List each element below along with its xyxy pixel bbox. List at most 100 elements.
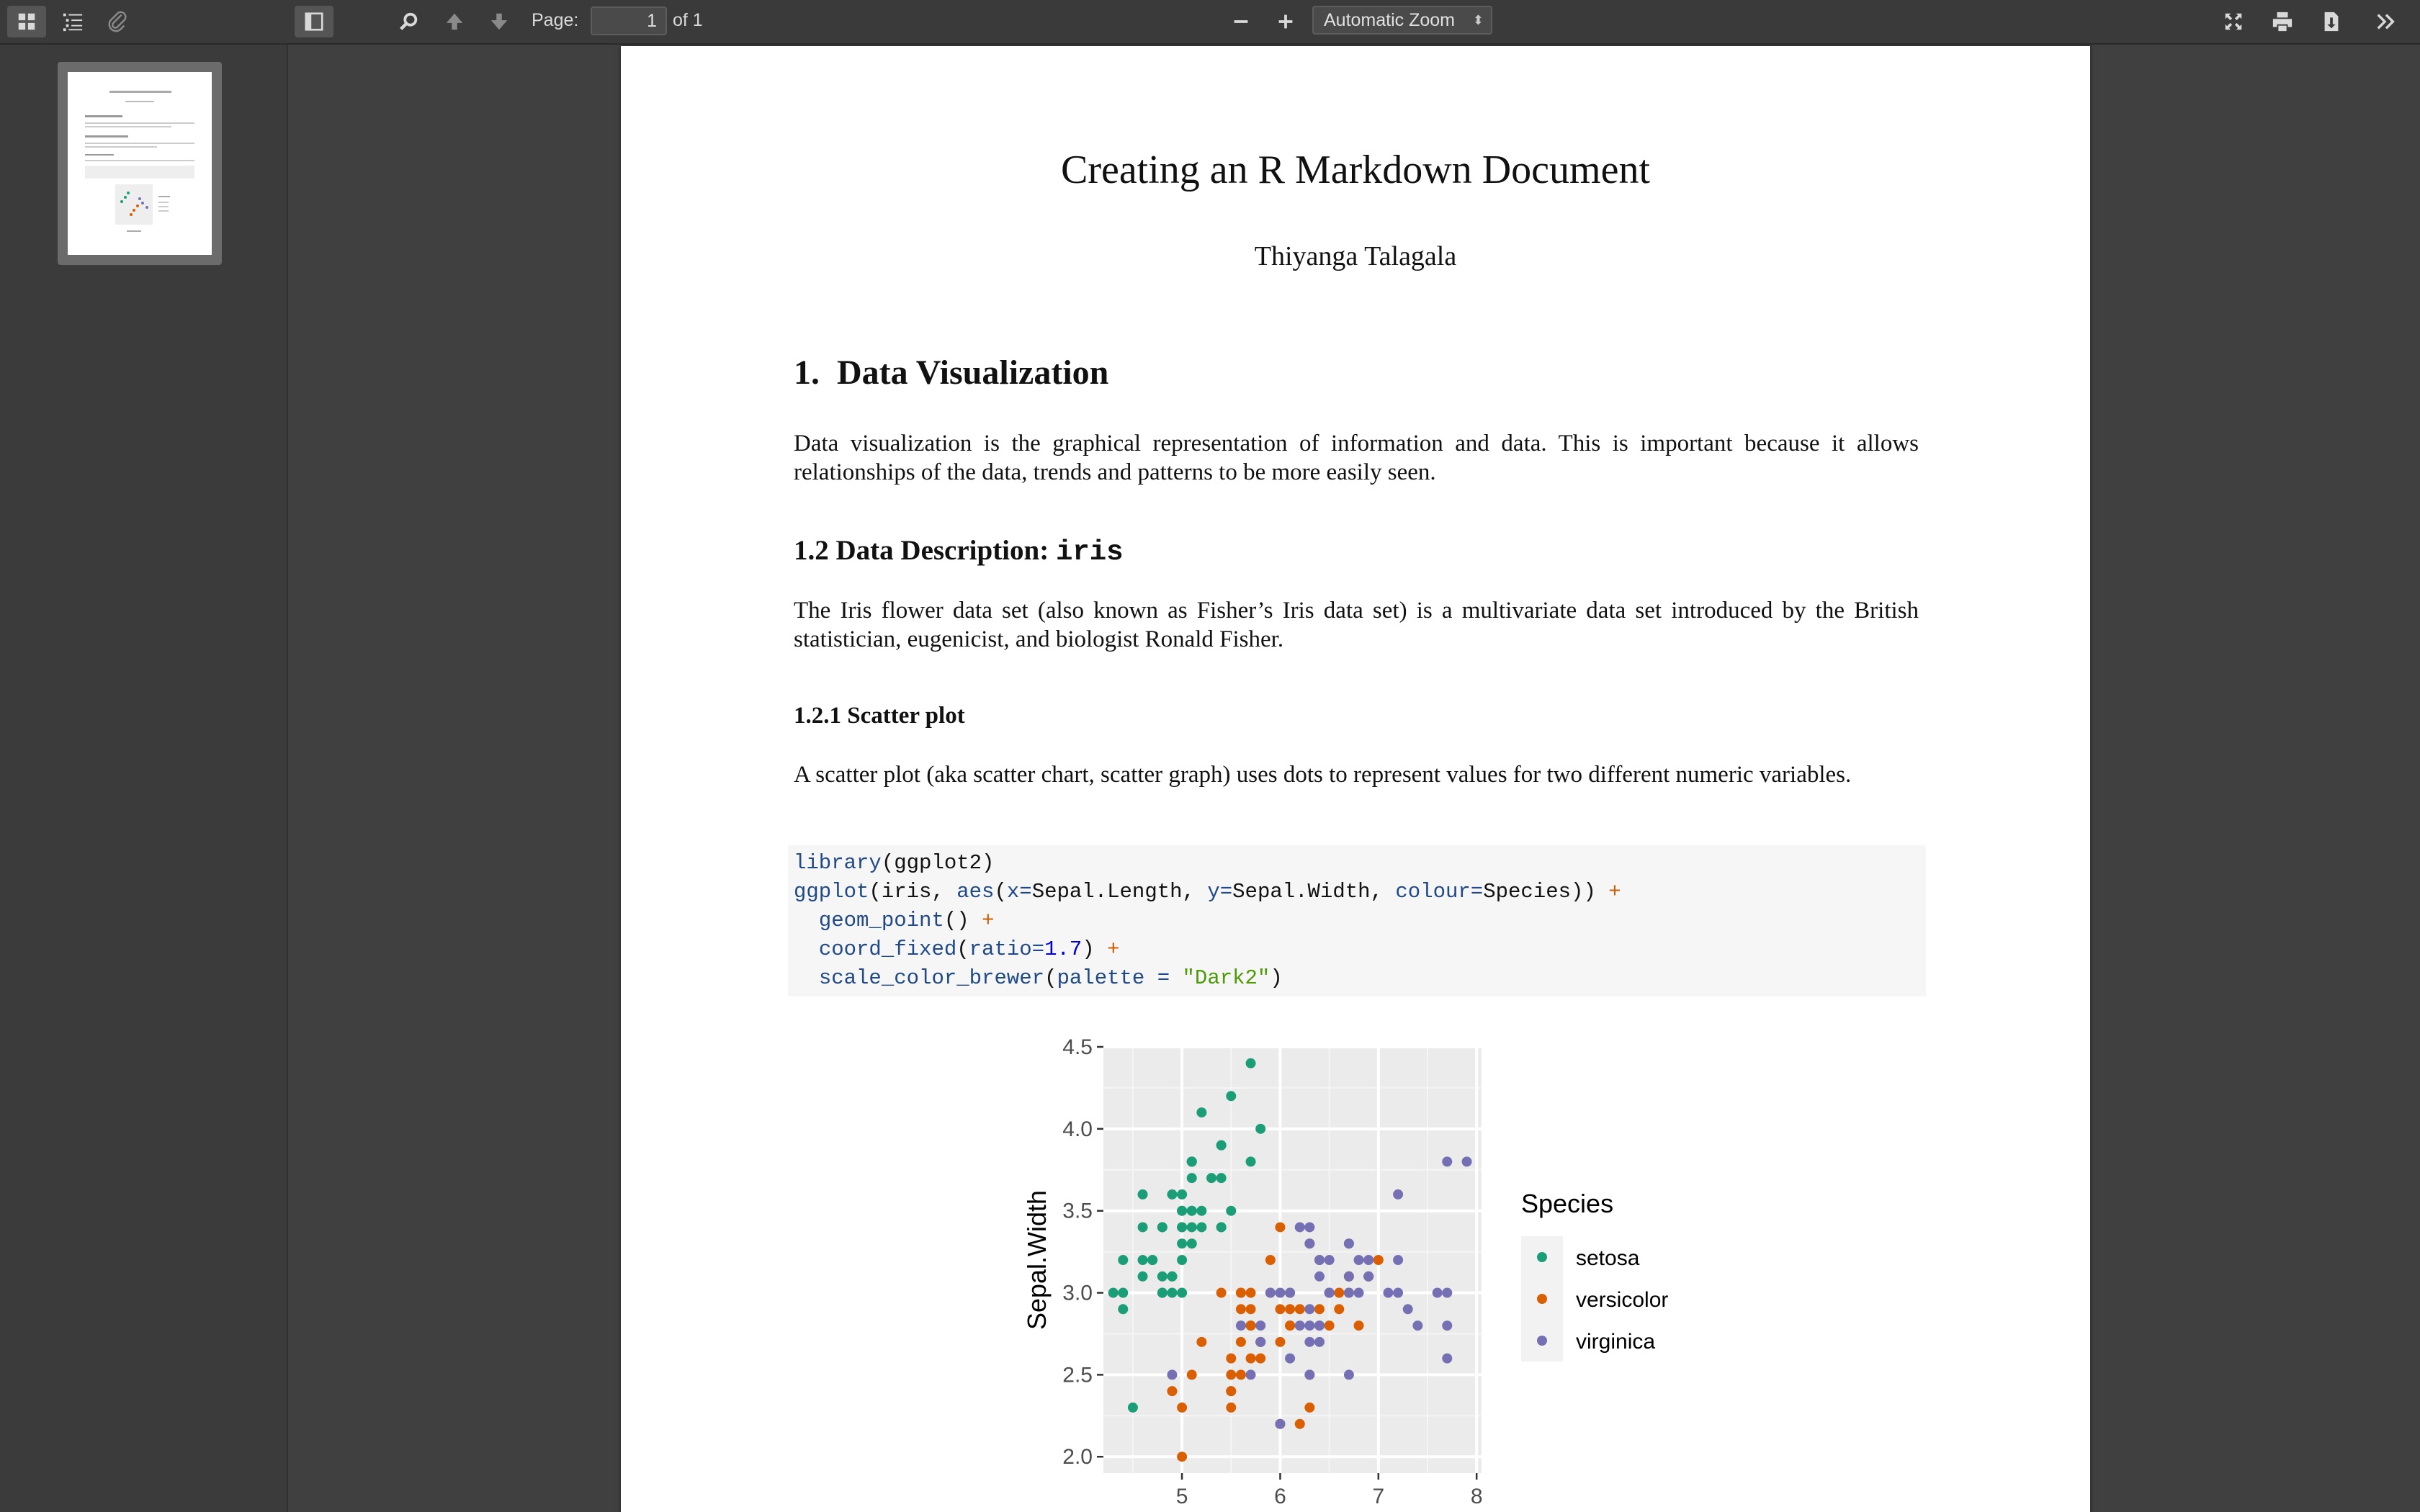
data-point-setosa <box>1157 1271 1168 1282</box>
data-point-virginica <box>1255 1320 1266 1331</box>
code-line-5: scale_color_brewer(palette = "Dark2") <box>818 966 1283 990</box>
data-point-versicolor <box>1324 1320 1335 1331</box>
section-heading-1: 1. Data Visualization <box>794 353 1108 392</box>
data-point-virginica <box>1363 1255 1374 1265</box>
data-point-virginica <box>1343 1287 1354 1298</box>
pdf-page: Creating an R Markdown Document Thiyanga… <box>621 46 2090 1512</box>
code-block: library(ggplot2) ggplot(iris, aes(x=Sepa… <box>788 845 1926 996</box>
data-point-virginica <box>1442 1156 1453 1167</box>
data-point-virginica <box>1314 1320 1325 1331</box>
x-tick-label: 6 <box>1274 1485 1286 1508</box>
print-icon[interactable] <box>2263 6 2302 37</box>
tools-icon[interactable] <box>2367 6 2406 37</box>
zoom-select-value: Automatic Zoom <box>1324 10 1456 30</box>
legend-label-virginica: virginica <box>1576 1330 1655 1354</box>
data-point-virginica <box>1442 1320 1453 1331</box>
data-point-virginica <box>1285 1353 1296 1364</box>
data-point-virginica <box>1255 1336 1266 1347</box>
data-point-virginica <box>1343 1369 1354 1380</box>
data-point-versicolor <box>1334 1287 1345 1298</box>
data-point-setosa <box>1167 1287 1178 1298</box>
data-point-virginica <box>1245 1369 1256 1380</box>
search-icon[interactable] <box>389 6 428 37</box>
data-point-versicolor <box>1314 1304 1325 1315</box>
data-point-setosa <box>1186 1173 1197 1184</box>
data-point-versicolor <box>1235 1369 1246 1380</box>
legend-label-versicolor: versicolor <box>1576 1288 1668 1312</box>
data-point-setosa <box>1118 1304 1129 1315</box>
data-point-setosa <box>1216 1140 1227 1151</box>
zoom-select[interactable]: Automatic Zoom ⬍ <box>1312 6 1492 35</box>
download-icon[interactable] <box>2312 6 2351 37</box>
paragraph-scatter: A scatter plot (aka scatter chart, scatt… <box>794 762 1852 788</box>
legend-label-setosa: setosa <box>1576 1246 1640 1270</box>
data-point-versicolor <box>1245 1353 1256 1364</box>
data-point-virginica <box>1265 1287 1276 1298</box>
data-point-setosa <box>1196 1205 1207 1216</box>
data-point-versicolor <box>1186 1369 1197 1380</box>
data-point-versicolor <box>1373 1255 1384 1265</box>
previous-page-icon[interactable] <box>435 6 474 37</box>
data-point-setosa <box>1177 1287 1188 1298</box>
code-line-4: coord_fixed(ratio=1.7) + <box>818 937 1120 961</box>
data-point-versicolor <box>1245 1304 1256 1315</box>
paragraph-visualization: Data visualization is the graphical repr… <box>794 431 1919 485</box>
data-point-versicolor <box>1167 1386 1178 1397</box>
data-point-versicolor <box>1285 1320 1296 1331</box>
page-number-input[interactable]: 1 <box>591 6 667 35</box>
data-point-virginica <box>1304 1238 1315 1249</box>
thumbnails-icon[interactable] <box>7 6 46 37</box>
data-point-virginica <box>1304 1336 1315 1347</box>
data-point-setosa <box>1226 1091 1237 1102</box>
data-point-setosa <box>1186 1238 1197 1249</box>
section-heading-code: iris <box>1055 536 1124 568</box>
data-point-versicolor <box>1177 1402 1188 1413</box>
data-point-versicolor <box>1196 1336 1207 1347</box>
outline-icon[interactable] <box>53 6 92 37</box>
data-point-virginica <box>1314 1271 1325 1282</box>
data-point-virginica <box>1324 1287 1335 1298</box>
zoom-out-icon[interactable] <box>1222 6 1260 37</box>
page-label: Page: <box>532 10 579 30</box>
next-page-icon[interactable] <box>480 6 519 37</box>
data-point-setosa <box>1108 1287 1119 1298</box>
data-point-versicolor <box>1235 1336 1246 1347</box>
data-point-setosa <box>1177 1205 1188 1216</box>
thumbnail-page <box>68 72 212 255</box>
zoom-in-icon[interactable] <box>1266 6 1305 37</box>
sidebar-toggle-icon[interactable] <box>295 6 333 37</box>
data-point-setosa <box>1186 1205 1197 1216</box>
y-tick-label: 2.5 <box>1062 1363 1093 1387</box>
data-point-virginica <box>1432 1287 1443 1298</box>
data-point-virginica <box>1314 1255 1325 1265</box>
data-point-setosa <box>1127 1402 1138 1413</box>
data-point-virginica <box>1363 1271 1374 1282</box>
data-point-versicolor <box>1265 1255 1276 1265</box>
y-tick-label: 3.0 <box>1062 1282 1093 1305</box>
legend-key-virginica <box>1537 1336 1547 1346</box>
section-heading-1-2: 1.2 Data Description: iris <box>794 534 1124 568</box>
data-point-virginica <box>1343 1271 1354 1282</box>
data-point-setosa <box>1255 1123 1266 1134</box>
data-point-virginica <box>1275 1418 1286 1429</box>
chevron-up-down-icon: ⬍ <box>1472 13 1484 27</box>
data-point-setosa <box>1137 1222 1148 1233</box>
data-point-virginica <box>1235 1320 1246 1331</box>
data-point-virginica <box>1442 1353 1453 1364</box>
section-heading-1-2-1: 1.2.1 Scatter plot <box>794 703 965 729</box>
data-point-virginica <box>1442 1287 1453 1298</box>
attachments-icon[interactable] <box>98 6 137 37</box>
data-point-versicolor <box>1226 1353 1237 1364</box>
page-thumbnail[interactable] <box>58 62 222 265</box>
data-point-virginica <box>1275 1287 1286 1298</box>
data-point-setosa <box>1245 1156 1256 1167</box>
data-point-setosa <box>1177 1189 1188 1200</box>
presentation-mode-icon[interactable] <box>2214 6 2253 37</box>
data-point-virginica <box>1304 1222 1315 1233</box>
y-tick-label: 2.0 <box>1062 1445 1093 1469</box>
document-viewer[interactable]: Creating an R Markdown Document Thiyanga… <box>288 45 2420 1512</box>
data-point-setosa <box>1216 1173 1227 1184</box>
data-point-setosa <box>1245 1058 1256 1068</box>
data-point-virginica <box>1314 1336 1325 1347</box>
data-point-setosa <box>1216 1222 1227 1233</box>
